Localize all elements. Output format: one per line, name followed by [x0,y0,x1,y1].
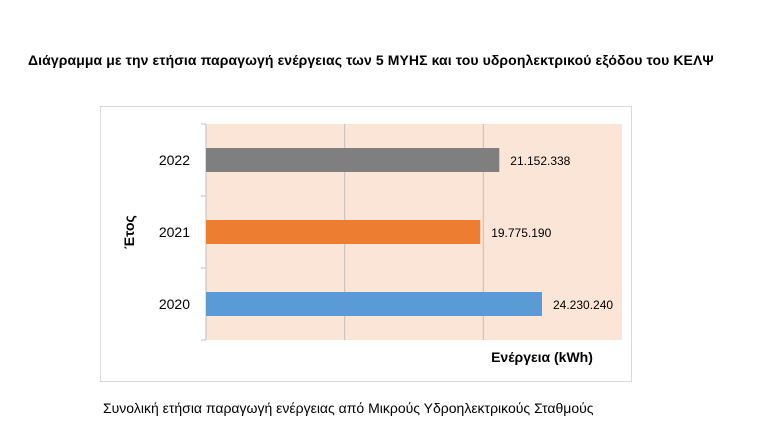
data-labels: 21.152.338 19.775.190 24.230.240 [491,154,613,312]
page-title: Διάγραμμα με την ετήσια παραγωγή ενέργει… [28,52,714,68]
category-label: 2021 [159,224,190,240]
x-axis-title: Ενέργεια (kWh) [491,349,593,365]
y-axis-title: Έτος [121,215,137,249]
data-label: 21.152.338 [510,154,570,168]
category-labels: 2022 2021 2020 [159,152,190,312]
data-label: 24.230.240 [553,298,613,312]
bars [206,148,542,316]
category-label: 2022 [159,152,190,168]
category-label: 2020 [159,296,190,312]
data-label: 19.775.190 [491,226,551,240]
bar-2020 [206,292,542,316]
bar-chart: 2022 2021 2020 21.152.338 19.775.190 24.230.… [121,123,622,365]
chart-frame: 2022 2021 2020 21.152.338 19.775.190 24.230.… [100,106,632,382]
figure-caption: Συνολική ετήσια παραγωγή ενέργειας από Μ… [103,400,594,416]
bar-2022 [206,148,500,172]
bar-2021 [206,220,481,244]
